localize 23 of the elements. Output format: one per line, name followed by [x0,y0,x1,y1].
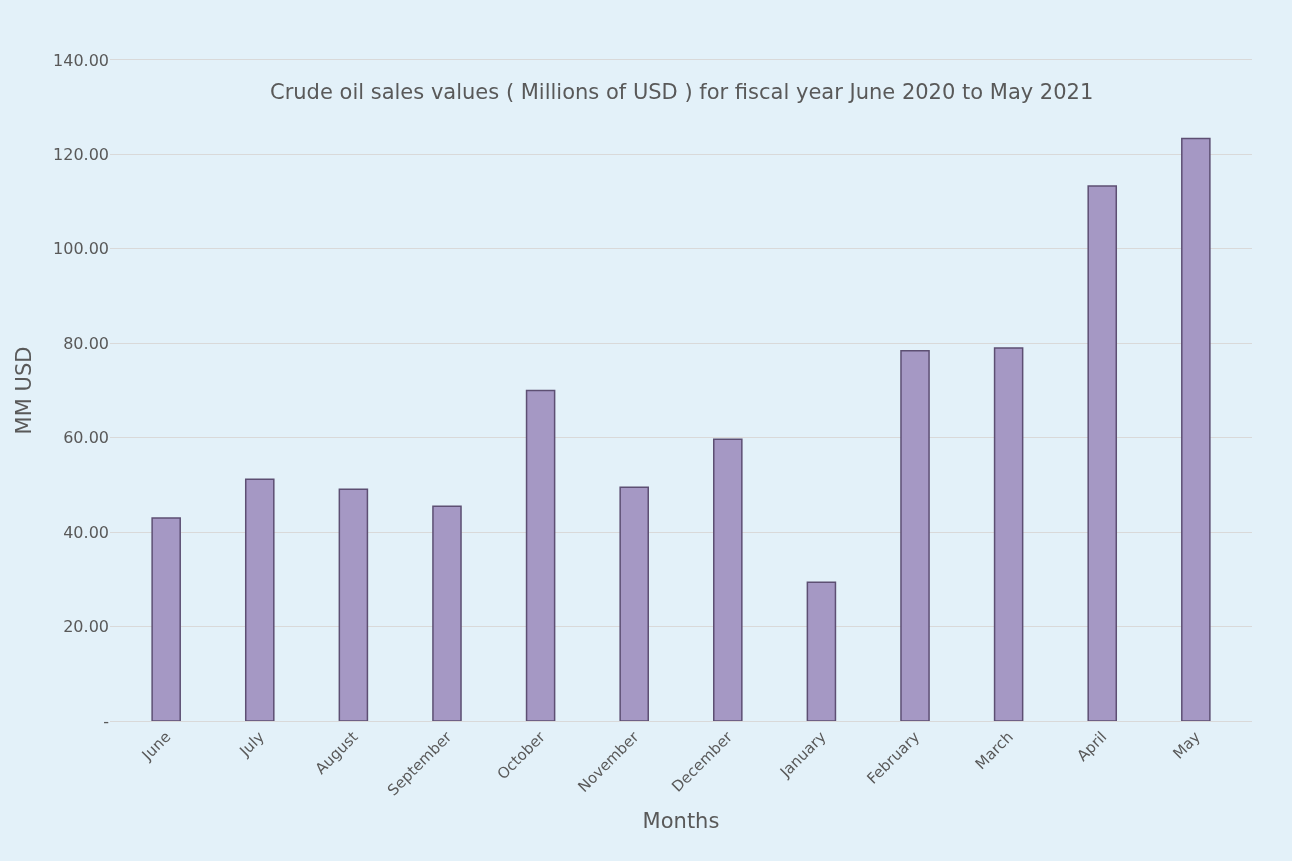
bar [338,488,369,721]
text: Crude oil sales values ( Millions of USD ) for fiscal year June 2020 to May 2021 [270,80,1094,104]
bar [993,347,1024,721]
bar [525,389,556,721]
bar [432,505,462,721]
y-tick-label: 140.00 [53,50,109,70]
bar [1087,185,1118,721]
bar [244,478,275,721]
bar [619,486,649,721]
y-tick-label: - [103,711,109,731]
y-tick-label: 100.00 [53,239,109,259]
y-tick-label: 120.00 [53,145,109,165]
y-axis-title: MM USD [12,346,37,435]
y-tick-label: 60.00 [63,428,109,448]
bar [713,438,743,721]
bar [900,350,930,721]
y-tick-label: 20.00 [63,617,109,637]
bar [806,581,837,721]
y-tick-label: 80.00 [63,333,109,353]
bar [1181,137,1211,721]
bar [151,517,181,721]
x-axis-title: Months [642,809,720,834]
y-tick-label: 40.00 [63,522,109,542]
